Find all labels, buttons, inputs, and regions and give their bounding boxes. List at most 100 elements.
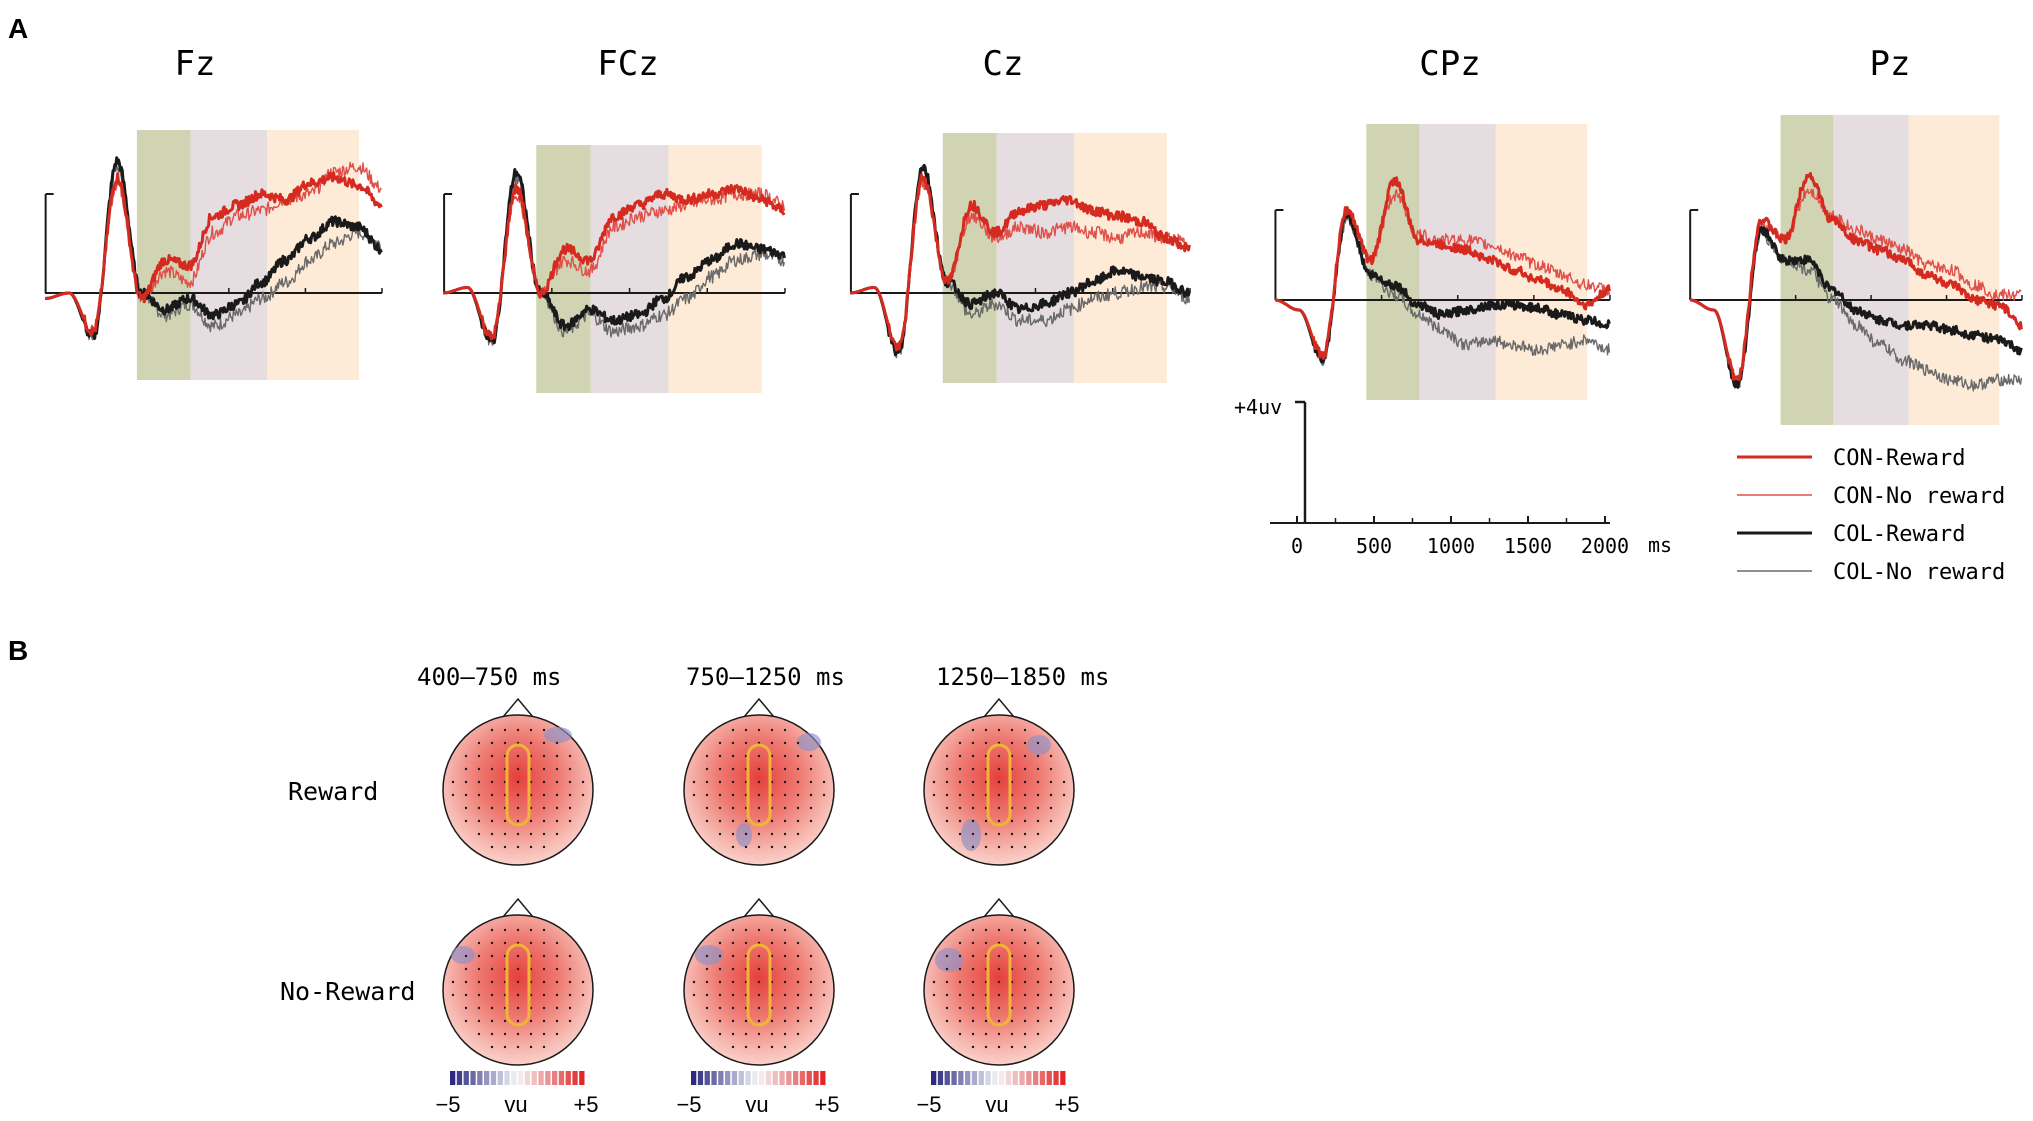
electrode-dot xyxy=(783,1019,787,1023)
erp-panel-fz: Fz xyxy=(44,44,383,380)
electrode-dot xyxy=(731,967,735,971)
colorbar-2: −5 vu +5 xyxy=(676,1071,840,1117)
electrode-dot xyxy=(490,845,494,849)
electrode-dot xyxy=(783,967,787,971)
electrode-dot xyxy=(516,806,520,810)
electrode-dot xyxy=(718,819,722,823)
electrode-dot xyxy=(744,819,748,823)
electrode-dot xyxy=(568,1019,572,1023)
electrode-dot xyxy=(796,1019,800,1023)
electrode-dot xyxy=(958,793,962,797)
electrode-dot xyxy=(744,845,748,849)
electrode-dot xyxy=(971,845,975,849)
electrode-dot xyxy=(490,1006,494,1010)
scale-label: +4uv xyxy=(1234,395,1282,419)
midline-roi-highlight xyxy=(505,743,531,827)
electrode-dot xyxy=(503,728,507,732)
topomap-no-reward-2 xyxy=(683,897,835,1066)
electrode-dot xyxy=(1062,980,1066,984)
head-nose xyxy=(502,897,534,918)
electrode-dot xyxy=(1049,1006,1053,1010)
colorbar-cell xyxy=(799,1071,806,1085)
head-nose xyxy=(983,897,1015,918)
electrode-dot xyxy=(555,767,559,771)
electrode-dot xyxy=(1049,780,1053,784)
electrode-dot xyxy=(932,980,936,984)
electrode-dot xyxy=(1023,819,1027,823)
colorbar-cell xyxy=(697,1071,704,1085)
electrode-dot xyxy=(731,1032,735,1036)
electrode-dot xyxy=(529,1045,533,1049)
electrode-dot xyxy=(705,767,709,771)
electrode-dot xyxy=(555,967,559,971)
electrode-dot xyxy=(555,819,559,823)
electrode-dot xyxy=(945,1006,949,1010)
electrode-dot xyxy=(490,767,494,771)
head-nose xyxy=(743,697,775,718)
electrode-dot xyxy=(490,741,494,745)
electrode-dot xyxy=(958,1006,962,1010)
electrode-dot xyxy=(971,780,975,784)
electrode-dot xyxy=(503,1032,507,1036)
electrode-dot xyxy=(731,954,735,958)
head-outline xyxy=(442,714,594,866)
electrode-dot xyxy=(1036,1006,1040,1010)
colorbar-cell xyxy=(793,1071,799,1085)
electrode-dot xyxy=(464,1006,468,1010)
electrode-dot xyxy=(984,1019,988,1023)
electrode-dot xyxy=(490,1045,494,1049)
electrode-dot xyxy=(1036,780,1040,784)
electrode-dot xyxy=(731,754,735,758)
electrode-dot xyxy=(1049,793,1053,797)
colorbar-cell xyxy=(572,1071,578,1085)
electrode-dot xyxy=(464,780,468,784)
electrode-dot xyxy=(783,1045,787,1049)
electrode-dot xyxy=(477,741,481,745)
electrode-dot xyxy=(809,1019,813,1023)
electrode-dot xyxy=(770,1019,774,1023)
electrode-dot xyxy=(490,793,494,797)
electrode-dot xyxy=(568,1006,572,1010)
electrode-dot xyxy=(783,980,787,984)
electrode-dot xyxy=(796,832,800,836)
negative-patch-0 xyxy=(935,948,963,972)
electrode-dot xyxy=(542,1019,546,1023)
electrode-dot xyxy=(796,993,800,997)
electrode-dot xyxy=(757,793,761,797)
electrode-dot xyxy=(971,767,975,771)
electrode-dot xyxy=(783,754,787,758)
electrode-dot xyxy=(984,845,988,849)
legend-label-col-reward: COL-Reward xyxy=(1833,522,1965,547)
electrode-dot xyxy=(490,1032,494,1036)
electrode-dot xyxy=(503,1019,507,1023)
colorbar-cell xyxy=(1053,1071,1059,1085)
electrode-dot xyxy=(796,941,800,945)
colorbar-cell xyxy=(504,1071,510,1085)
electrode-dot xyxy=(783,728,787,732)
electrode-dot xyxy=(971,941,975,945)
electrode-dot xyxy=(971,928,975,932)
colorbar-cell xyxy=(965,1071,971,1085)
electrode-dot xyxy=(705,1019,709,1023)
electrode-dot xyxy=(705,954,709,958)
electrode-dot xyxy=(692,793,696,797)
electrode-dot xyxy=(464,806,468,810)
electrode-dot xyxy=(744,741,748,745)
electrode-dot xyxy=(757,767,761,771)
electrode-dot xyxy=(503,819,507,823)
electrode-dot xyxy=(796,1032,800,1036)
electrode-dot xyxy=(731,806,735,810)
legend: CON-Reward CON-No reward COL-Reward COL-No … xyxy=(1737,446,2005,585)
electrode-dot xyxy=(1023,845,1027,849)
colorbar-cell xyxy=(931,1071,937,1085)
time-window-1-cz xyxy=(942,133,997,383)
time-window-2-cz xyxy=(996,133,1075,383)
electrode-dot xyxy=(529,1032,533,1036)
electrode-dot xyxy=(555,1032,559,1036)
electrode-dot xyxy=(997,1032,1001,1036)
electrode-dot xyxy=(542,1006,546,1010)
legend-label-col-no-reward: COL-No reward xyxy=(1833,560,2005,585)
electrode-dot xyxy=(1023,1032,1027,1036)
electrode-dot xyxy=(822,780,826,784)
